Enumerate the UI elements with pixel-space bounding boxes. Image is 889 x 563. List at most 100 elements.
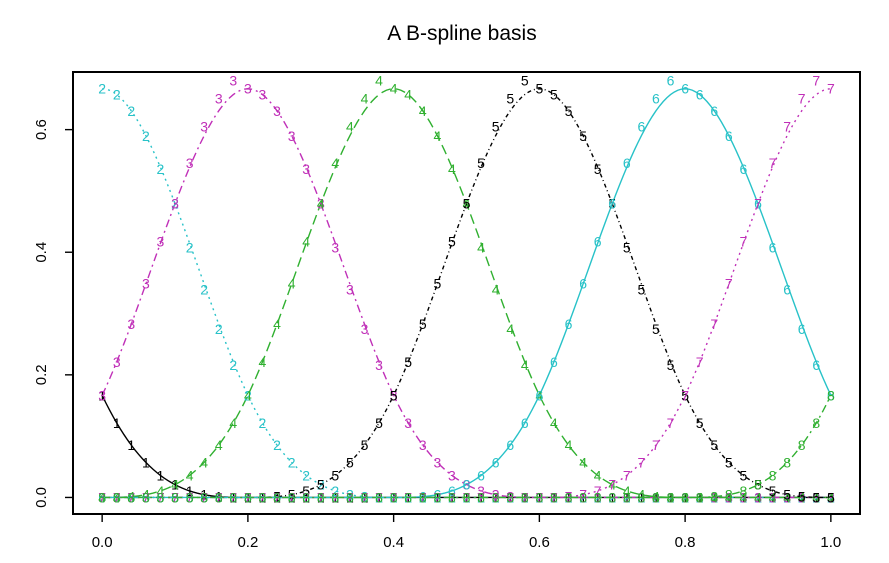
series-5-point: 5 <box>215 489 223 505</box>
series-8-point: 8 <box>550 489 558 505</box>
series-6-point: 6 <box>113 489 121 505</box>
series-1-point: 1 <box>623 489 631 505</box>
series-4-point: 4 <box>433 128 441 144</box>
series-1-point: 1 <box>521 489 529 505</box>
series-8-point: 8 <box>521 489 529 505</box>
series-2-point: 2 <box>331 483 339 499</box>
series-3-point: 3 <box>98 387 106 403</box>
series-1-point: 1 <box>113 415 121 431</box>
series-2-point: 2 <box>710 489 718 505</box>
series-5-point: 5 <box>448 234 456 250</box>
series-8-point: 8 <box>594 489 602 505</box>
series-5-point: 5 <box>798 489 806 505</box>
series-8-point: 8 <box>157 489 165 505</box>
series-8-point: 8 <box>696 489 704 505</box>
series-4-point: 4 <box>725 489 733 505</box>
series-2-point: 2 <box>681 489 689 505</box>
series-1-point: 1 <box>390 489 398 505</box>
series-4-point: 4 <box>710 489 718 505</box>
series-6-point: 6 <box>769 239 777 255</box>
series-3-point: 3 <box>171 196 179 212</box>
series-4-point: 4 <box>579 454 587 470</box>
series-7-point: 7 <box>171 489 179 505</box>
series-4-point: 4 <box>113 489 121 505</box>
series-4-point: 4 <box>798 489 806 505</box>
series-5-point: 5 <box>783 487 791 503</box>
series-6-point: 6 <box>667 72 675 88</box>
series-4-point: 4 <box>288 276 296 292</box>
series-8-point: 8 <box>798 437 806 453</box>
series-4-point: 4 <box>361 91 369 107</box>
series-1-point: 1 <box>667 489 675 505</box>
series-3-point: 3 <box>550 489 558 505</box>
series-6-point: 6 <box>710 103 718 119</box>
series-5-point: 5 <box>463 196 471 212</box>
series-7-point: 7 <box>463 489 471 505</box>
series-8-point: 8 <box>448 489 456 505</box>
series-8-point: 8 <box>288 489 296 505</box>
series-2-point: 2 <box>419 489 427 505</box>
series-6-point: 6 <box>725 128 733 144</box>
series-1-point: 1 <box>463 489 471 505</box>
series-5-point: 5 <box>506 91 514 107</box>
series-2-point: 2 <box>229 357 237 373</box>
series-6-point: 6 <box>608 196 616 212</box>
x-tick-label: 0.4 <box>383 534 404 551</box>
series-5-line <box>102 88 831 499</box>
series-7-point: 7 <box>331 489 339 505</box>
series-3-point: 3 <box>812 489 820 505</box>
series-3-point: 3 <box>375 357 383 373</box>
series-2-point: 2 <box>157 161 165 177</box>
series-6-point: 6 <box>477 467 485 483</box>
series-1-point: 1 <box>259 489 267 505</box>
series-2-point: 2 <box>186 239 194 255</box>
series-1-point: 1 <box>477 489 485 505</box>
series-7-point: 7 <box>783 119 791 135</box>
series-3-point: 3 <box>361 321 369 337</box>
series-7-point: 7 <box>652 437 660 453</box>
series-2-point: 2 <box>200 281 208 297</box>
series-5-point: 5 <box>331 467 339 483</box>
series-7-point: 7 <box>798 91 806 107</box>
series-layer <box>101 88 832 499</box>
series-2-point: 2 <box>667 489 675 505</box>
series-4-point: 4 <box>98 489 106 505</box>
series-1-point: 1 <box>798 489 806 505</box>
series-8-point: 8 <box>492 489 500 505</box>
series-8-point: 8 <box>171 489 179 505</box>
series-7-point: 7 <box>812 72 820 88</box>
series-7-point: 7 <box>361 489 369 505</box>
series-8-point: 8 <box>361 489 369 505</box>
series-4-point: 4 <box>492 281 500 297</box>
series-2-point: 2 <box>783 489 791 505</box>
series-4-point: 4 <box>463 196 471 212</box>
series-7-point: 7 <box>754 196 762 212</box>
series-8-point: 8 <box>812 415 820 431</box>
y-axis: 0.0 0.2 0.4 0.6 <box>33 119 73 508</box>
series-7-point: 7 <box>594 483 602 499</box>
series-3-point: 3 <box>710 489 718 505</box>
series-7-point: 7 <box>448 489 456 505</box>
series-5-point: 5 <box>827 489 835 505</box>
series-6-point: 6 <box>623 155 631 171</box>
series-7-point: 7 <box>696 354 704 370</box>
series-3-point: 3 <box>681 489 689 505</box>
x-axis: 0.0 0.2 0.4 0.6 0.8 1.0 <box>92 514 841 551</box>
series-6-point: 6 <box>550 354 558 370</box>
series-8-point: 8 <box>681 489 689 505</box>
series-1-point: 1 <box>754 489 762 505</box>
series-6-point: 6 <box>812 357 820 373</box>
series-6-point: 6 <box>637 119 645 135</box>
series-3-point: 3 <box>157 234 165 250</box>
series-5-point: 5 <box>667 357 675 373</box>
series-3-point: 3 <box>113 354 121 370</box>
series-2-point: 2 <box>623 489 631 505</box>
series-8-point: 8 <box>346 489 354 505</box>
series-2-point: 2 <box>113 87 121 103</box>
series-5-point: 5 <box>521 72 529 88</box>
series-5-point: 5 <box>565 103 573 119</box>
series-3-point: 3 <box>594 489 602 505</box>
chart-title: A B-spline basis <box>387 22 536 45</box>
series-8-point: 8 <box>667 489 675 505</box>
series-4-point: 4 <box>346 119 354 135</box>
